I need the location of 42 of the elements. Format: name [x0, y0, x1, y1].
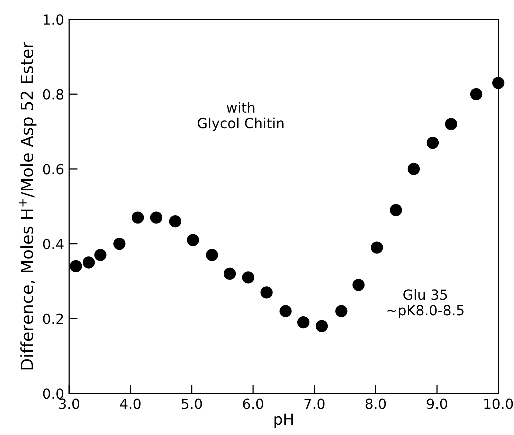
- point: [132, 212, 144, 224]
- y-tick-label: 0.4: [43, 239, 64, 250]
- annotation: with Glycol Chitin: [198, 102, 284, 132]
- point: [298, 316, 310, 329]
- point: [82, 256, 96, 269]
- x-tick-label: 4.0: [120, 398, 141, 410]
- point: [408, 163, 420, 176]
- point: [371, 242, 384, 254]
- point: [336, 305, 348, 318]
- x-tick-label: 5.0: [182, 398, 202, 410]
- x-tick-label: 9.0: [427, 398, 448, 410]
- x-tick-label: 8.0: [366, 398, 386, 410]
- point: [352, 279, 365, 292]
- point: [224, 268, 236, 280]
- annotation: Glu 35 ~pK8.0-8.5: [388, 289, 464, 318]
- x-tick-label: 10.0: [484, 398, 514, 410]
- point: [70, 260, 82, 273]
- point: [169, 216, 182, 228]
- point: [316, 320, 328, 332]
- y-tick-label: 0.8: [43, 89, 64, 100]
- point: [492, 77, 505, 90]
- point: [280, 305, 292, 318]
- y-tick-label: 1.0: [44, 14, 64, 26]
- point: [114, 238, 126, 250]
- x-tick-label: 7.0: [304, 398, 325, 410]
- point: [206, 249, 218, 262]
- point: [150, 212, 163, 224]
- y-axis-title: Difference, Moles H$^{+}$/Mole Asp 52 Ester: [20, 42, 37, 370]
- x-tick-label: 3.0: [59, 398, 80, 410]
- point: [426, 136, 440, 150]
- point: [470, 88, 483, 100]
- point: [390, 204, 402, 216]
- point: [260, 286, 273, 299]
- y-tick-label: 0.6: [43, 164, 64, 175]
- point: [187, 234, 200, 246]
- y-tick-label: 0.0: [43, 388, 64, 400]
- point: [445, 118, 458, 130]
- point: [242, 272, 254, 284]
- x-axis-title: pH: [274, 414, 294, 428]
- y-tick-label: 0.2: [43, 314, 64, 324]
- x-tick-label: 6.0: [243, 398, 264, 410]
- point: [94, 249, 107, 262]
